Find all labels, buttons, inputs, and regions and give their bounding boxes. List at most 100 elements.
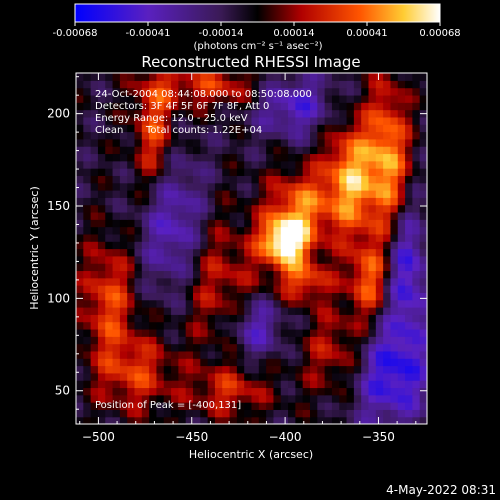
heatmap-cell (288, 409, 296, 418)
heatmap-cell (368, 146, 377, 155)
heatmap-cell (295, 116, 304, 125)
heatmap-cell (200, 131, 209, 140)
heatmap-cell (361, 138, 370, 147)
heatmap-cell (76, 402, 84, 410)
heatmap-cell (412, 416, 421, 424)
heatmap-cell (119, 402, 128, 410)
heatmap-cell (127, 365, 136, 374)
heatmap-cell (339, 138, 348, 147)
heatmap-cell (383, 80, 392, 89)
heatmap-cell (156, 211, 165, 220)
heatmap-cell (193, 328, 201, 337)
heatmap-cell (405, 299, 413, 308)
heatmap-cell (156, 248, 165, 257)
heatmap-cell (105, 321, 114, 330)
heatmap-cell (178, 131, 187, 140)
heatmap-cell (97, 131, 106, 140)
heatmap-cell (280, 372, 289, 381)
heatmap-cell (134, 270, 143, 279)
heatmap-cell (375, 409, 384, 418)
heatmap-cell (163, 343, 172, 352)
heatmap-cell (390, 168, 399, 176)
heatmap-cell (397, 387, 406, 396)
heatmap-cell (127, 343, 136, 352)
heatmap-cell (383, 409, 392, 418)
heatmap-cell (339, 190, 348, 198)
heatmap-cell (288, 416, 296, 424)
heatmap-cell (251, 350, 260, 359)
heatmap-cell (331, 358, 340, 367)
heatmap-cell (149, 409, 158, 418)
heatmap-cell (193, 138, 201, 147)
heatmap-cell (317, 314, 326, 323)
heatmap-cell (302, 94, 311, 103)
heatmap-cell (105, 146, 114, 155)
heatmap-cell (361, 168, 370, 176)
heatmap-cell (105, 328, 114, 337)
heatmap-cell (324, 409, 333, 418)
heatmap-cell (251, 255, 260, 264)
heatmap-cell (317, 168, 326, 176)
heatmap-cell (390, 336, 399, 345)
heatmap-cell (134, 182, 143, 191)
heatmap-cell (251, 87, 260, 96)
heatmap-cell (331, 336, 340, 345)
heatmap-cell (222, 307, 231, 315)
heatmap-cell (127, 380, 136, 389)
heatmap-cell (266, 233, 275, 242)
heatmap-cell (127, 175, 136, 184)
heatmap-cell (200, 365, 209, 374)
heatmap-cell (339, 387, 348, 396)
heatmap-cell (178, 241, 187, 250)
heatmap-cell (412, 160, 421, 169)
heatmap-cell (156, 116, 165, 125)
heatmap-cell (119, 197, 128, 206)
heatmap-cell (97, 394, 106, 403)
heatmap-cell (76, 270, 84, 279)
heatmap-cell (119, 307, 128, 315)
heatmap-cell (317, 402, 326, 410)
heatmap-cell (390, 204, 399, 213)
heatmap-cell (412, 219, 421, 228)
heatmap-cell (310, 387, 318, 396)
heatmap-cell (244, 358, 253, 367)
heatmap-cell (339, 380, 348, 389)
heatmap-cell (200, 153, 209, 162)
heatmap-cell (229, 153, 238, 162)
heatmap-cell (266, 255, 275, 264)
heatmap-cell (229, 248, 238, 257)
heatmap-cell (83, 73, 92, 81)
heatmap-cell (171, 394, 179, 403)
heatmap-cell (266, 270, 275, 279)
heatmap-cell (302, 263, 311, 272)
heatmap-cell (280, 94, 289, 103)
heatmap-cell (390, 263, 399, 272)
heatmap-cell (105, 409, 114, 418)
heatmap-cell (368, 153, 377, 162)
heatmap-cell (317, 219, 326, 228)
heatmap-cell (251, 285, 260, 293)
heatmap-cell (127, 416, 136, 424)
heatmap-cell (97, 241, 106, 250)
heatmap-cell (90, 131, 99, 140)
heatmap-cell (236, 402, 245, 410)
heatmap-cell (331, 102, 340, 111)
heatmap-cell (178, 285, 187, 293)
heatmap-cell (90, 270, 99, 279)
heatmap-cell (97, 343, 106, 352)
heatmap-cell (171, 219, 179, 228)
heatmap-cell (310, 299, 318, 308)
heatmap-cell (383, 255, 392, 264)
heatmap-cell (156, 343, 165, 352)
heatmap-cell (390, 248, 399, 257)
heatmap-cell (419, 168, 427, 176)
heatmap-cell (83, 94, 92, 103)
heatmap-cell (90, 255, 99, 264)
heatmap-cell (236, 372, 245, 381)
heatmap-cell (244, 87, 253, 96)
heatmap-cell (353, 233, 362, 242)
heatmap-cell (141, 87, 150, 96)
heatmap-cell (171, 190, 179, 198)
heatmap-cell (127, 116, 136, 125)
heatmap-cell (185, 314, 194, 323)
